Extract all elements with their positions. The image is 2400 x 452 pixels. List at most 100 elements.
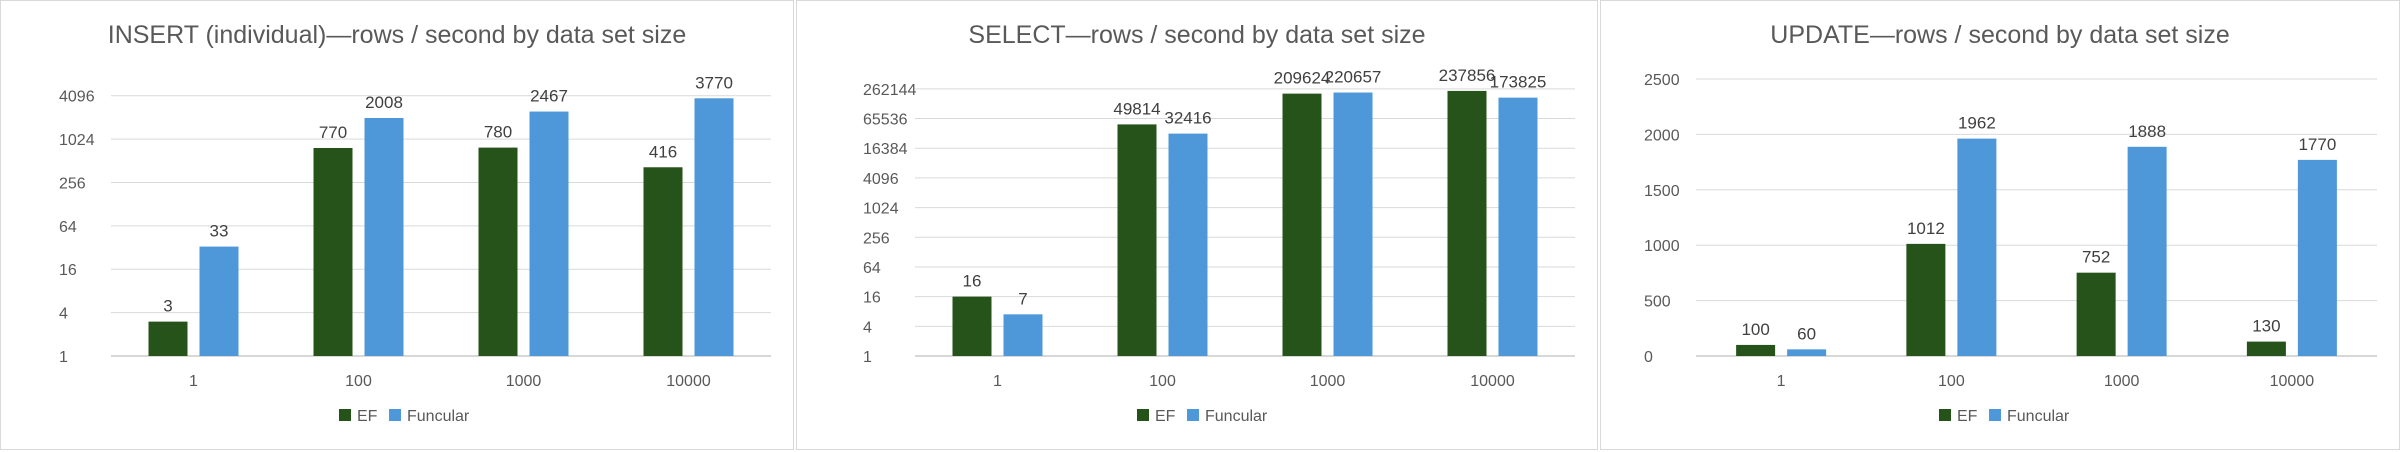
- bar-funcular-1000: [529, 111, 569, 356]
- chart-insert: INSERT (individual)—rows / second by dat…: [59, 21, 771, 425]
- bar-funcular-1: [199, 246, 239, 356]
- bar-funcular-100: [1168, 133, 1208, 356]
- x-tick-label: 10000: [1470, 373, 1515, 390]
- legend-swatch-ef: [1939, 409, 1951, 421]
- bar-funcular-1: [1787, 349, 1827, 356]
- bar-funcular-1000: [1333, 92, 1373, 356]
- y-tick-label: 1024: [863, 201, 899, 218]
- bar-ef-100: [1906, 243, 1946, 356]
- legend-swatch-funcular: [1187, 409, 1199, 421]
- data-label: 130: [2252, 317, 2280, 336]
- data-label: 60: [1797, 324, 1816, 343]
- bar-ef-1000: [478, 147, 518, 356]
- y-tick-label: 16: [863, 290, 881, 307]
- x-tick-label: 1: [1777, 373, 1786, 390]
- x-tick-label: 10000: [2270, 373, 2315, 390]
- legend-label-funcular: Funcular: [1205, 408, 1268, 425]
- y-tick-label: 256: [863, 230, 890, 247]
- chart-title: INSERT (individual)—rows / second by dat…: [108, 21, 687, 49]
- y-tick-label: 65536: [863, 112, 908, 129]
- y-tick-label: 1000: [1644, 238, 1680, 255]
- data-label: 2467: [530, 87, 568, 106]
- data-label: 209624: [1274, 69, 1331, 88]
- x-tick-label: 1000: [1310, 373, 1346, 390]
- legend-label-funcular: Funcular: [2007, 408, 2070, 425]
- y-tick-label: 4096: [59, 89, 95, 106]
- x-tick-label: 1: [993, 373, 1002, 390]
- bar-ef-10000: [2246, 341, 2286, 356]
- chart-title: SELECT—rows / second by data set size: [968, 21, 1425, 49]
- bar-funcular-1: [1003, 314, 1043, 356]
- chart-panel-update: UPDATE—rows / second by data set size 0 50…: [1600, 0, 2400, 450]
- bar-funcular-1000: [2127, 146, 2167, 356]
- x-tick-label: 100: [345, 373, 372, 390]
- legend-label-ef: EF: [357, 408, 378, 425]
- bar-ef-1: [1736, 344, 1776, 356]
- y-tick-label: 16: [59, 262, 77, 279]
- x-tick-label: 1: [189, 373, 198, 390]
- legend-label-ef: EF: [1957, 408, 1978, 425]
- data-label: 780: [484, 123, 512, 142]
- legend-swatch-funcular: [389, 409, 401, 421]
- data-label: 1888: [2128, 122, 2166, 141]
- data-label: 237856: [1439, 66, 1496, 85]
- bar-ef-1000: [1282, 93, 1322, 356]
- bar-funcular-100: [1957, 138, 1997, 356]
- y-tick-label: 64: [59, 219, 77, 236]
- chart-panel-insert: INSERT (individual)—rows / second by dat…: [0, 0, 794, 450]
- bar-ef-100: [1117, 124, 1157, 357]
- y-tick-label: 4096: [863, 171, 899, 188]
- y-tick-label: 262144: [863, 82, 916, 99]
- y-tick-label: 64: [863, 260, 881, 277]
- data-label: 173825: [1490, 73, 1547, 92]
- x-tick-label: 100: [1938, 373, 1965, 390]
- y-tick-label: 500: [1644, 294, 1671, 311]
- bar-ef-1000: [2076, 272, 2116, 356]
- data-label: 2008: [365, 93, 403, 112]
- y-tick-label: 1500: [1644, 183, 1680, 200]
- data-label: 33: [210, 222, 229, 241]
- data-label: 220657: [1325, 68, 1382, 87]
- data-label: 100: [1741, 320, 1769, 339]
- y-tick-label: 256: [59, 175, 86, 192]
- legend-swatch-ef: [1137, 409, 1149, 421]
- y-tick-label: 2500: [1644, 72, 1680, 89]
- legend-swatch-funcular: [1989, 409, 2001, 421]
- bar-funcular-10000: [694, 98, 734, 357]
- data-label: 16: [963, 272, 982, 291]
- x-tick-label: 100: [1149, 373, 1176, 390]
- data-label: 3: [163, 297, 172, 316]
- data-label: 32416: [1164, 109, 1211, 128]
- y-tick-label: 16384: [863, 141, 908, 158]
- data-label: 3770: [695, 73, 733, 92]
- data-label: 416: [649, 142, 677, 161]
- y-tick-label: 1: [59, 349, 68, 366]
- data-label: 1012: [1907, 219, 1945, 238]
- data-label: 7: [1018, 289, 1027, 308]
- y-tick-label: 1: [863, 349, 872, 366]
- x-tick-label: 10000: [666, 373, 711, 390]
- data-label: 49814: [1113, 99, 1160, 118]
- bar-ef-10000: [1447, 90, 1487, 357]
- chart-panel-select: SELECT—rows / second by data set size 1 4 1…: [796, 0, 1598, 450]
- x-tick-label: 1000: [2104, 373, 2140, 390]
- bar-funcular-100: [364, 118, 404, 357]
- data-label: 1962: [1958, 114, 1996, 133]
- y-tick-label: 0: [1644, 349, 1653, 366]
- data-label: 752: [2082, 248, 2110, 267]
- y-tick-label: 1024: [59, 132, 95, 149]
- y-tick-label: 4: [59, 306, 68, 323]
- chart-title: UPDATE—rows / second by data set size: [1770, 21, 2229, 49]
- y-tick-label: 4: [863, 319, 872, 336]
- bar-funcular-10000: [2297, 159, 2337, 356]
- data-label: 770: [319, 123, 347, 142]
- chart-update: UPDATE—rows / second by data set size 0 50…: [1644, 21, 2377, 425]
- data-label: 1770: [2298, 135, 2336, 154]
- bar-ef-1: [148, 321, 188, 356]
- bar-ef-1: [952, 296, 992, 356]
- bar-ef-10000: [643, 167, 683, 356]
- y-tick-label: 2000: [1644, 127, 1680, 144]
- legend-label-ef: EF: [1155, 408, 1176, 425]
- legend-label-funcular: Funcular: [407, 408, 470, 425]
- x-tick-label: 1000: [506, 373, 542, 390]
